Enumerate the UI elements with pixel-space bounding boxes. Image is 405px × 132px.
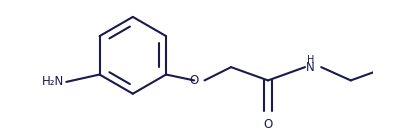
Text: H: H xyxy=(307,55,314,65)
Text: H₂N: H₂N xyxy=(42,75,64,88)
Text: O: O xyxy=(189,74,198,87)
Text: O: O xyxy=(263,118,272,131)
Text: N: N xyxy=(305,61,314,74)
